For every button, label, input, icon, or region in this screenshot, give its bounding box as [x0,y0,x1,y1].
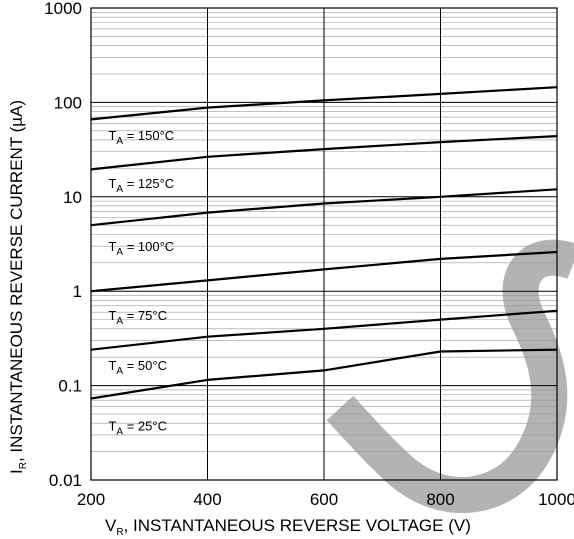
series-label-main: T [108,308,116,323]
series-label-sub: A [116,136,123,147]
x-tick-label: 200 [77,490,105,509]
series-label-rest: = 50°C [123,358,167,373]
x-axis-sub: R [116,527,123,538]
series-label: TA = 75°C [108,308,167,327]
y-axis-title: IR, INSTANTANEOUS REVERSE CURRENT (µA) [7,100,29,474]
series-label: TA = 50°C [108,358,167,377]
y-axis-sub: R [18,462,29,469]
series-label-rest: = 125°C [123,176,174,191]
series-line [90,348,558,400]
series-group [90,86,558,400]
series-label-main: T [108,358,116,373]
series-label: TA = 125°C [108,176,174,195]
y-tick-label: 0.1 [58,377,82,396]
y-tick-label: 100 [54,93,82,112]
watermark-s-shape [326,239,574,514]
series-label-sub: A [116,316,123,327]
series-line [90,250,558,293]
y-tick-label: 1 [73,282,82,301]
series-label-main: T [108,128,116,143]
x-axis-rest: , INSTANTANEOUS REVERSE VOLTAGE (V) [124,516,471,535]
series-label: TA = 25°C [108,418,167,437]
series-label-main: T [108,176,116,191]
series-label: TA = 100°C [108,239,174,258]
y-tick-label: 0.01 [49,471,82,490]
series-label-rest: = 150°C [123,128,174,143]
y-tick-label: 1000 [44,0,82,18]
x-tick-labels: 200 400 600 800 1000 [77,490,574,509]
series-label-main: T [108,418,116,433]
series-label-rest: = 100°C [123,239,174,254]
series-label-rest: = 25°C [123,418,167,433]
series-line [90,86,558,121]
series-line [90,135,558,171]
series-label-main: T [108,239,116,254]
curve-labels: TA = 150°CTA = 125°CTA = 100°CTA = 75°CT… [108,128,174,437]
plot-frame [90,7,558,481]
y-axis-rest: , INSTANTANEOUS REVERSE CURRENT (µA) [7,100,26,462]
x-axis-var: V [105,516,117,535]
series-label-rest: = 75°C [123,308,167,323]
series-label: TA = 150°C [108,128,174,147]
series-label-sub: A [116,366,123,377]
series-label-sub: A [116,247,123,258]
y-axis-var: I [7,469,26,474]
x-axis-title: VR, INSTANTANEOUS REVERSE VOLTAGE (V) [105,516,471,538]
series-label-sub: A [116,184,123,195]
x-tick-label: 800 [426,490,454,509]
x-tick-label: 600 [310,490,338,509]
y-tick-label: 10 [63,188,82,207]
series-label-sub: A [116,426,123,437]
series-line [90,309,558,351]
x-tick-label: 400 [193,490,221,509]
y-tick-labels: 0.01 0.1 1 10 100 1000 [44,0,82,490]
series-line [90,188,558,227]
x-tick-label: 1000 [538,490,574,509]
